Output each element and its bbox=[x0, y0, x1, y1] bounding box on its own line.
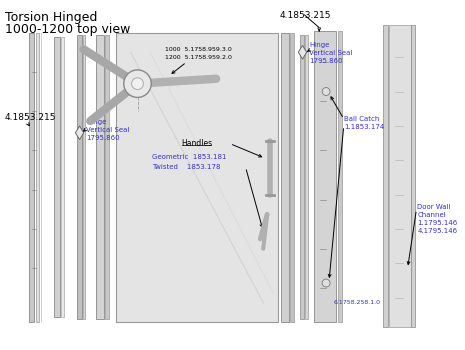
Circle shape bbox=[322, 279, 330, 287]
Text: 1000-1200 top view: 1000-1200 top view bbox=[5, 23, 130, 36]
Text: Handles: Handles bbox=[182, 139, 213, 148]
Bar bbox=[116, 33, 278, 322]
Bar bbox=[29, 33, 34, 322]
Text: 1200  5.1758.959.2.0: 1200 5.1758.959.2.0 bbox=[165, 55, 232, 60]
Bar bbox=[96, 35, 104, 320]
Circle shape bbox=[132, 78, 143, 90]
Text: 1000  5.1758.959.3.0: 1000 5.1758.959.3.0 bbox=[165, 47, 232, 52]
Text: Hinge
Vertical Seal
1795.860: Hinge Vertical Seal 1795.860 bbox=[309, 42, 353, 64]
Bar bbox=[306, 35, 308, 320]
Circle shape bbox=[124, 70, 151, 97]
Text: Hinge
Vertical Seal
1795.860: Hinge Vertical Seal 1795.860 bbox=[86, 119, 130, 141]
Polygon shape bbox=[299, 46, 306, 59]
Bar bbox=[411, 25, 415, 327]
Bar bbox=[54, 37, 60, 317]
Bar bbox=[82, 35, 86, 320]
Bar bbox=[299, 35, 305, 320]
Bar bbox=[36, 33, 39, 322]
Bar bbox=[314, 30, 336, 322]
Circle shape bbox=[322, 88, 330, 96]
Bar bbox=[77, 35, 81, 320]
Text: 4.1853.215: 4.1853.215 bbox=[280, 11, 332, 20]
Text: Geometric  1853.181: Geometric 1853.181 bbox=[152, 154, 227, 160]
Text: Twisted    1853.178: Twisted 1853.178 bbox=[152, 164, 221, 170]
Bar bbox=[383, 25, 388, 327]
Text: 4.1853.215: 4.1853.215 bbox=[5, 113, 56, 122]
Text: Torsion Hinged: Torsion Hinged bbox=[5, 11, 97, 24]
Bar bbox=[105, 35, 109, 320]
Bar bbox=[61, 37, 64, 317]
Bar bbox=[281, 33, 289, 322]
Bar bbox=[338, 30, 342, 322]
Text: Door Wall
Channel
1.1795.146
4.1795.146: Door Wall Channel 1.1795.146 4.1795.146 bbox=[418, 204, 458, 234]
Text: 6.1758.258.1.0: 6.1758.258.1.0 bbox=[334, 300, 381, 305]
Text: Ball Catch
1.1853.174: Ball Catch 1.1853.174 bbox=[344, 116, 384, 130]
Polygon shape bbox=[75, 126, 84, 140]
Bar bbox=[389, 25, 411, 327]
Bar bbox=[290, 33, 294, 322]
